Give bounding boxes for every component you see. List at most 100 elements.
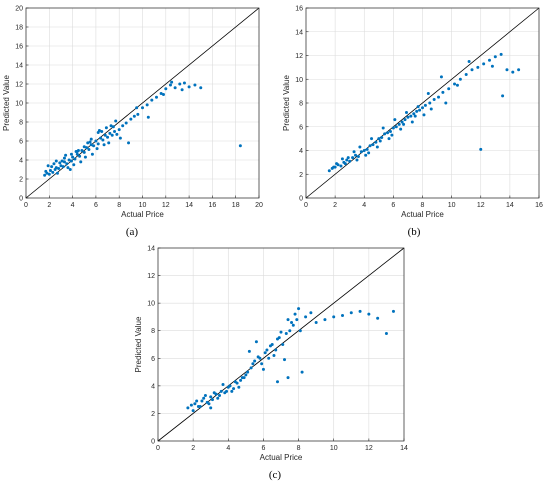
x-tick-label: 20: [255, 202, 263, 209]
data-point: [381, 126, 385, 130]
data-point: [375, 145, 379, 149]
data-point: [239, 378, 243, 382]
data-point: [168, 83, 172, 87]
y-tick-label: 0: [299, 196, 303, 203]
data-point: [109, 124, 113, 128]
data-point: [394, 125, 398, 129]
data-point: [380, 135, 384, 139]
data-point: [404, 111, 408, 114]
data-point: [230, 389, 234, 393]
data-point: [118, 136, 122, 140]
data-point: [209, 406, 213, 410]
x-axis-label: Actual Price: [121, 210, 164, 219]
chart-b: 0 2 4 6 8 10 12 14 16 0 2 4 6 8 10 12 14 16 Actual Price Pr…: [282, 6, 543, 220]
data-point: [286, 318, 290, 322]
data-point: [150, 98, 154, 102]
data-point: [170, 80, 174, 84]
data-point: [253, 359, 257, 363]
data-point: [279, 330, 283, 334]
data-point: [186, 406, 190, 410]
data-point: [164, 87, 168, 91]
data-point: [87, 148, 91, 152]
data-point: [281, 343, 285, 346]
x-tick-label: 8: [297, 445, 301, 452]
data-point: [352, 150, 356, 154]
data-point: [400, 120, 404, 124]
data-point: [453, 82, 457, 86]
data-point: [46, 164, 50, 168]
data-point: [298, 329, 302, 333]
y-tick-label: 18: [15, 25, 23, 32]
data-point: [103, 133, 107, 137]
x-tick-label: 2: [333, 202, 337, 209]
data-point: [300, 370, 304, 374]
data-point: [359, 150, 363, 154]
x-tick-label: 0: [24, 202, 28, 209]
data-point: [191, 409, 195, 413]
data-point: [254, 340, 258, 344]
data-point: [355, 158, 359, 162]
data-point: [127, 141, 131, 145]
y-tick-label: 4: [299, 148, 303, 155]
y-tick-label: 12: [15, 82, 23, 89]
data-point: [490, 64, 494, 68]
x-tick-label: 8: [421, 202, 425, 209]
data-point: [348, 159, 352, 163]
x-tick-label: 18: [232, 202, 240, 209]
data-point: [368, 144, 372, 148]
x-tick-label: 12: [477, 202, 485, 209]
data-point: [69, 152, 73, 156]
data-point: [210, 398, 214, 402]
data-point: [85, 146, 89, 150]
data-point: [367, 312, 371, 316]
data-point: [511, 70, 515, 74]
y-tick-label: 14: [15, 63, 23, 70]
y-axis-label: Predicted Value: [134, 316, 143, 372]
data-point: [237, 385, 241, 389]
data-point: [354, 153, 358, 157]
data-point: [426, 92, 430, 95]
data-point: [378, 139, 382, 143]
data-point: [154, 95, 158, 99]
data-point: [111, 125, 115, 129]
y-tick-label: 8: [151, 328, 155, 335]
y-tick-label: 6: [151, 356, 155, 363]
data-point: [193, 402, 197, 406]
data-point: [275, 380, 279, 384]
data-point: [349, 311, 353, 315]
data-point: [69, 159, 73, 163]
x-tick-label: 12: [365, 445, 373, 452]
data-point: [247, 349, 251, 353]
panel-label-c: (c): [269, 469, 282, 481]
data-point: [309, 311, 313, 315]
data-point: [341, 314, 344, 318]
data-point: [115, 132, 119, 136]
panel-label-b: (b): [408, 226, 421, 238]
data-point: [437, 95, 441, 99]
data-point: [339, 164, 343, 168]
y-tick-label: 10: [295, 77, 303, 84]
data-point: [364, 153, 368, 157]
data-point: [275, 337, 279, 341]
data-point: [265, 348, 269, 352]
data-point: [267, 356, 271, 360]
data-point: [54, 159, 58, 163]
data-point: [193, 83, 197, 87]
data-point: [409, 114, 413, 118]
chart-c: 0 2 4 6 8 10 12 14 0 2 4 6 8 10 12 14 Actual Price Predic…: [134, 246, 408, 463]
data-point: [482, 62, 486, 66]
data-point: [421, 106, 424, 110]
data-point: [43, 173, 47, 177]
x-tick-label: 8: [117, 202, 121, 209]
data-point: [159, 92, 163, 95]
x-tick-label: 16: [535, 202, 543, 209]
data-point: [59, 164, 63, 168]
y-tick-label: 0: [19, 196, 23, 203]
data-point: [251, 362, 255, 366]
data-point: [386, 131, 390, 135]
y-tick-label: 2: [299, 172, 303, 179]
data-point: [272, 354, 276, 358]
data-point: [499, 52, 503, 56]
data-point: [110, 133, 114, 137]
data-point: [390, 133, 394, 137]
